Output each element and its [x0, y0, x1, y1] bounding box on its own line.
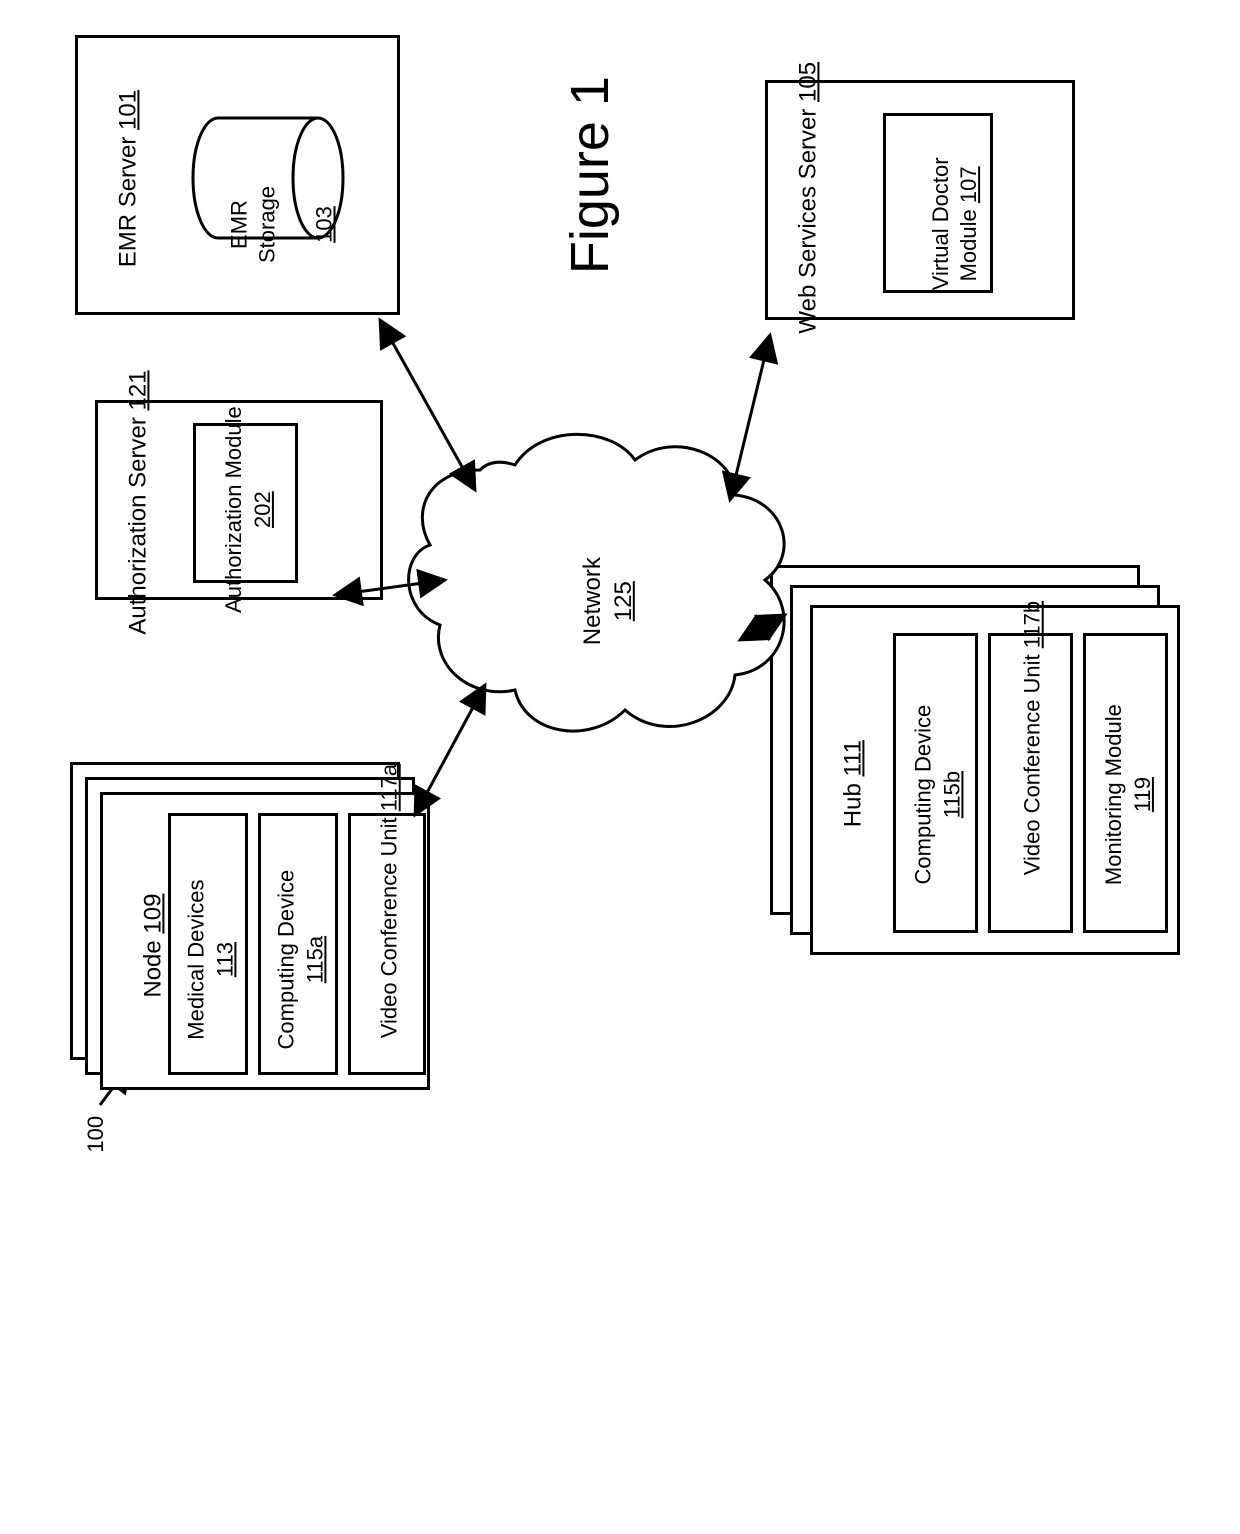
node-computing-box: Computing Device115a: [258, 813, 338, 1075]
node-computing: Computing Device115a: [272, 860, 329, 1060]
node-medical: Medical Devices113: [182, 865, 239, 1055]
hub-computing: Computing Device115b: [909, 695, 966, 895]
auth-server-box: Authorization Server 121 Authorization M…: [95, 400, 383, 600]
network-label: Network125: [577, 551, 639, 651]
emr-server-title: EMR Server 101: [112, 89, 143, 269]
hub-computing-box: Computing Device115b: [893, 633, 978, 933]
node-box: Node 109 Medical Devices113 Computing De…: [100, 792, 430, 1090]
auth-module: Authorization Module202: [220, 392, 277, 627]
web-module-box: Virtual Doctor Module 107: [883, 113, 993, 293]
hub-monitoring: Monitoring Module119: [1100, 692, 1157, 897]
ref-100: 100: [82, 1116, 111, 1153]
figure-caption: Figure 1: [555, 65, 625, 285]
diagram-canvas: 100 Node 109 Medical Devices113 Computin…: [0, 0, 1240, 1534]
hub-box: Hub 111 Computing Device115b Video Confe…: [810, 605, 1180, 955]
hub-monitoring-box: Monitoring Module119: [1083, 633, 1168, 933]
node-medical-box: Medical Devices113: [168, 813, 248, 1075]
hub-title: Hub 111: [837, 734, 868, 834]
hub-video: Video Conference Unit 117b: [1019, 665, 1048, 875]
web-module: Virtual Doctor Module 107: [898, 139, 984, 309]
emr-server-box: EMR Server 101 EMR Storage 103: [75, 35, 400, 315]
node-video: Video Conference Unit 117a: [376, 828, 405, 1038]
hub-video-box: Video Conference Unit 117b: [988, 633, 1073, 933]
node-title: Node 109: [137, 886, 168, 1006]
auth-module-box: Authorization Module202: [193, 423, 298, 583]
node-video-box: Video Conference Unit 117a: [348, 813, 426, 1075]
web-server-title: Web Services Server 105: [792, 74, 823, 334]
auth-server-title: Authorization Server 121: [122, 375, 153, 635]
emr-storage-label: EMR Storage 103: [197, 169, 340, 279]
web-server-box: Web Services Server 105 Virtual Doctor M…: [765, 80, 1075, 320]
